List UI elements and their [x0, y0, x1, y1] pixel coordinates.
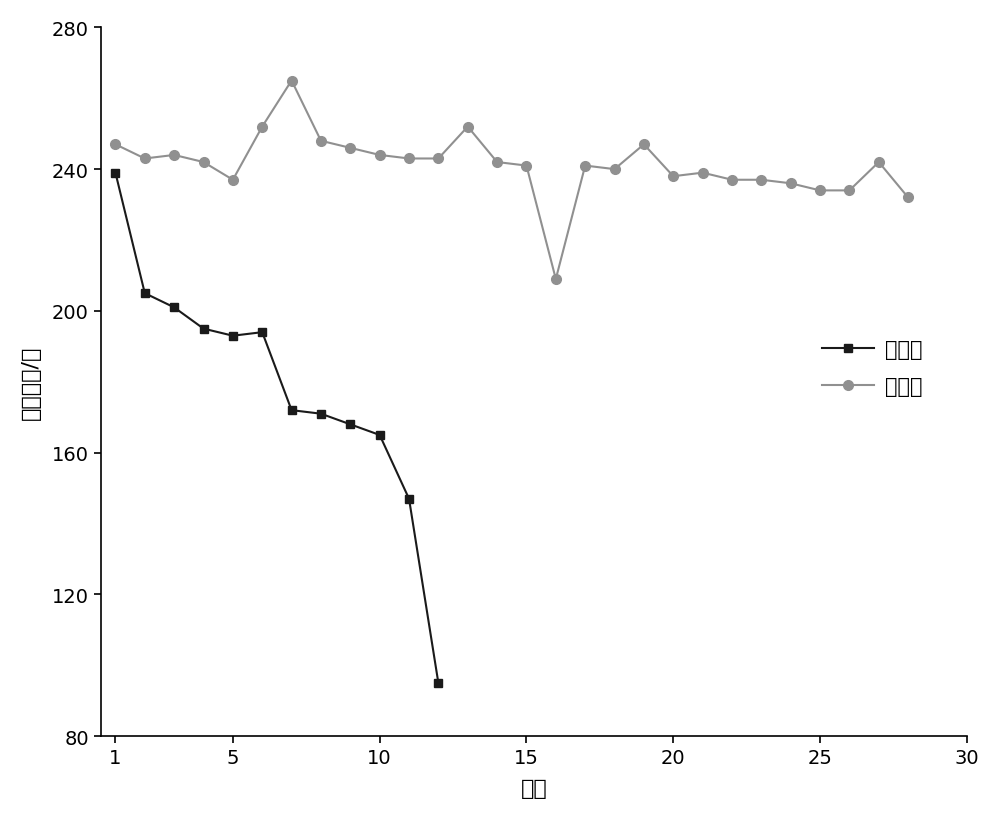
处理后 — [520, 161, 532, 171]
处理后 — [902, 193, 914, 203]
处理后 — [873, 158, 885, 168]
处理后 — [609, 165, 621, 174]
Legend: 未处理, 处理后: 未处理, 处理后 — [814, 332, 930, 405]
处理后 — [286, 76, 298, 86]
未处理 — [286, 405, 298, 415]
处理后 — [755, 175, 767, 185]
处理后 — [109, 140, 121, 150]
处理后 — [491, 158, 503, 168]
处理后 — [667, 172, 679, 182]
未处理 — [168, 303, 180, 313]
处理后 — [785, 179, 797, 189]
处理后 — [227, 175, 239, 185]
未处理 — [374, 431, 386, 441]
处理后 — [344, 144, 356, 154]
未处理 — [344, 420, 356, 430]
X-axis label: 日期: 日期 — [520, 778, 547, 799]
Line: 未处理: 未处理 — [111, 170, 443, 687]
处理后 — [256, 123, 268, 133]
未处理 — [109, 169, 121, 179]
处理后 — [462, 123, 474, 133]
未处理 — [139, 289, 151, 299]
处理后 — [315, 137, 327, 147]
处理后 — [550, 274, 562, 284]
处理后 — [432, 154, 444, 164]
处理后 — [168, 151, 180, 161]
处理后 — [198, 158, 210, 168]
处理后 — [374, 151, 386, 161]
处理后 — [638, 140, 650, 150]
处理后 — [843, 186, 855, 196]
处理后 — [579, 161, 591, 171]
未处理 — [403, 494, 415, 504]
处理后 — [814, 186, 826, 196]
处理后 — [403, 154, 415, 164]
处理后 — [726, 175, 738, 185]
处理后 — [697, 169, 709, 179]
处理后 — [139, 154, 151, 164]
未处理 — [256, 328, 268, 337]
未处理 — [432, 678, 444, 688]
Y-axis label: 蕹发量吐/天: 蕹发量吐/天 — [21, 345, 41, 419]
未处理 — [315, 410, 327, 419]
Line: 处理后: 处理后 — [111, 76, 913, 284]
未处理 — [227, 332, 239, 342]
未处理 — [198, 324, 210, 334]
